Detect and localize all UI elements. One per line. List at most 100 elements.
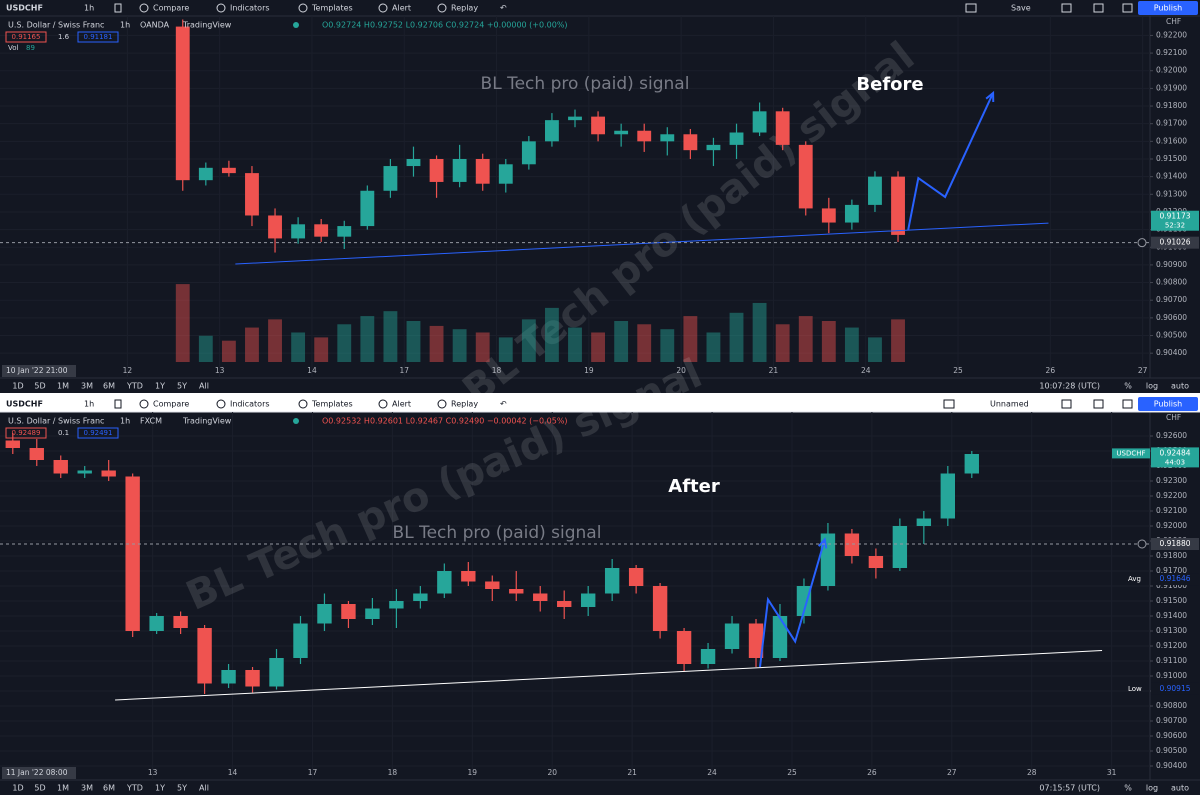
toolbar-button[interactable]: Alert (392, 4, 411, 13)
x-tick-label: 21 (769, 366, 779, 375)
toolbar-icon[interactable] (1061, 399, 1072, 409)
range-button[interactable]: All (199, 382, 209, 391)
ask: 0.91181 (84, 33, 113, 41)
toolbar-icon[interactable] (1093, 399, 1104, 409)
symbol[interactable]: USDCHF (6, 400, 43, 409)
x-tick-label: 21 (627, 768, 637, 777)
clock: 10:07:28 (UTC) (1039, 382, 1100, 391)
scale-option[interactable]: auto (1171, 784, 1189, 793)
range-button[interactable]: 1Y (155, 784, 165, 793)
range-button[interactable]: 6M (103, 784, 115, 793)
candle-body (580, 593, 596, 607)
candle-body (652, 586, 668, 631)
volume-bar (406, 321, 421, 362)
ask-box[interactable] (77, 31, 119, 43)
button-icon[interactable] (139, 3, 149, 13)
layout-name[interactable]: Save (1011, 4, 1031, 13)
chart-type-icon[interactable] (114, 3, 122, 13)
button-icon[interactable] (378, 399, 388, 409)
x-tick-label: 19 (468, 768, 478, 777)
publish-label[interactable]: Publish (1154, 4, 1183, 13)
interval[interactable]: 1h (84, 4, 94, 13)
toolbar-button[interactable]: Compare (153, 400, 189, 409)
toolbar-button[interactable]: Replay (451, 4, 478, 13)
chart-title: Before (856, 74, 923, 95)
publish-button[interactable] (1138, 1, 1198, 15)
toolbar-button[interactable]: Compare (153, 4, 189, 13)
date-label: 10 Jan '22 21:00 (6, 366, 68, 375)
range-button[interactable]: 1D (12, 382, 23, 391)
button-icon[interactable] (437, 399, 447, 409)
range-button[interactable]: 5D (34, 382, 45, 391)
candle-body (317, 604, 332, 624)
scale-option[interactable]: log (1146, 382, 1158, 391)
toolbar-button[interactable]: Alert (392, 400, 411, 409)
toolbar-button[interactable]: Indicators (230, 400, 270, 409)
crosshair-button[interactable] (1137, 238, 1147, 248)
range-button[interactable]: 5Y (177, 784, 187, 793)
range-button[interactable]: 1Y (155, 382, 165, 391)
range-button[interactable]: YTD (126, 382, 143, 391)
range-button[interactable]: 6M (103, 382, 115, 391)
range-button[interactable]: YTD (126, 784, 143, 793)
range-button[interactable]: 5Y (177, 382, 187, 391)
toolbar-button[interactable]: Templates (311, 400, 353, 409)
scale-option[interactable]: auto (1171, 382, 1189, 391)
x-tick-label: 14 (307, 366, 317, 375)
y-tick-label: 0.91700 (1156, 119, 1187, 128)
range-button[interactable]: 3M (81, 382, 93, 391)
publish-button[interactable] (1138, 397, 1198, 411)
scale-option[interactable]: % (1124, 382, 1132, 391)
range-button[interactable]: 5D (34, 784, 45, 793)
candle-body (521, 141, 536, 165)
x-tick-label: 19 (584, 366, 594, 375)
toolbar (0, 0, 1200, 16)
candle-body (844, 533, 860, 556)
x-tick-label: 27 (1138, 366, 1148, 375)
bid-box[interactable] (5, 427, 47, 439)
undo: ↶ (499, 4, 507, 13)
x-tick-label: 28 (1027, 768, 1037, 777)
button-icon[interactable] (216, 3, 226, 13)
volume-bar (429, 325, 444, 362)
range-button[interactable]: 1M (57, 382, 69, 391)
date-label-box (2, 365, 76, 377)
crosshair-button[interactable] (1137, 539, 1147, 549)
button-icon[interactable] (298, 399, 308, 409)
publish-label[interactable]: Publish (1154, 400, 1183, 409)
layout-name[interactable]: Unnamed (990, 400, 1029, 409)
ask-box[interactable] (77, 427, 119, 439)
y-tick-label: 0.90700 (1156, 295, 1187, 304)
x-tick-label: 20 (547, 768, 557, 777)
y-tick-label: 0.91400 (1156, 611, 1187, 620)
scale-option[interactable]: log (1146, 784, 1158, 793)
crosshair-price: 0.91026 (1159, 238, 1190, 247)
scale-option[interactable]: % (1124, 784, 1132, 793)
y-tick-label: 0.90600 (1156, 731, 1187, 740)
toolbar-icon[interactable] (1122, 3, 1133, 13)
bar-countdown: 52:32 (1165, 222, 1185, 230)
button-icon[interactable] (216, 399, 226, 409)
spread: 1.6 (58, 33, 70, 41)
button-icon[interactable] (139, 399, 149, 409)
range-button[interactable]: All (199, 784, 209, 793)
toolbar-icon[interactable] (1122, 399, 1133, 409)
toolbar-button[interactable]: Templates (311, 4, 353, 13)
range-button[interactable]: 1D (12, 784, 23, 793)
button-icon[interactable] (298, 3, 308, 13)
range-button[interactable]: 1M (57, 784, 69, 793)
toolbar-icon[interactable] (1061, 3, 1072, 13)
button-icon[interactable] (378, 3, 388, 13)
button-icon[interactable] (437, 3, 447, 13)
range-button[interactable]: 3M (81, 784, 93, 793)
layout-icon[interactable] (965, 3, 977, 13)
toolbar-button[interactable]: Indicators (230, 4, 270, 13)
layout-icon[interactable] (943, 399, 955, 409)
symbol[interactable]: USDCHF (6, 4, 43, 13)
interval[interactable]: 1h (84, 400, 94, 409)
toolbar-button[interactable]: Replay (451, 400, 478, 409)
toolbar-icon[interactable] (1093, 3, 1104, 13)
bid-box[interactable] (5, 31, 47, 43)
chart-type-icon[interactable] (114, 399, 122, 409)
volume-bar (660, 329, 675, 362)
